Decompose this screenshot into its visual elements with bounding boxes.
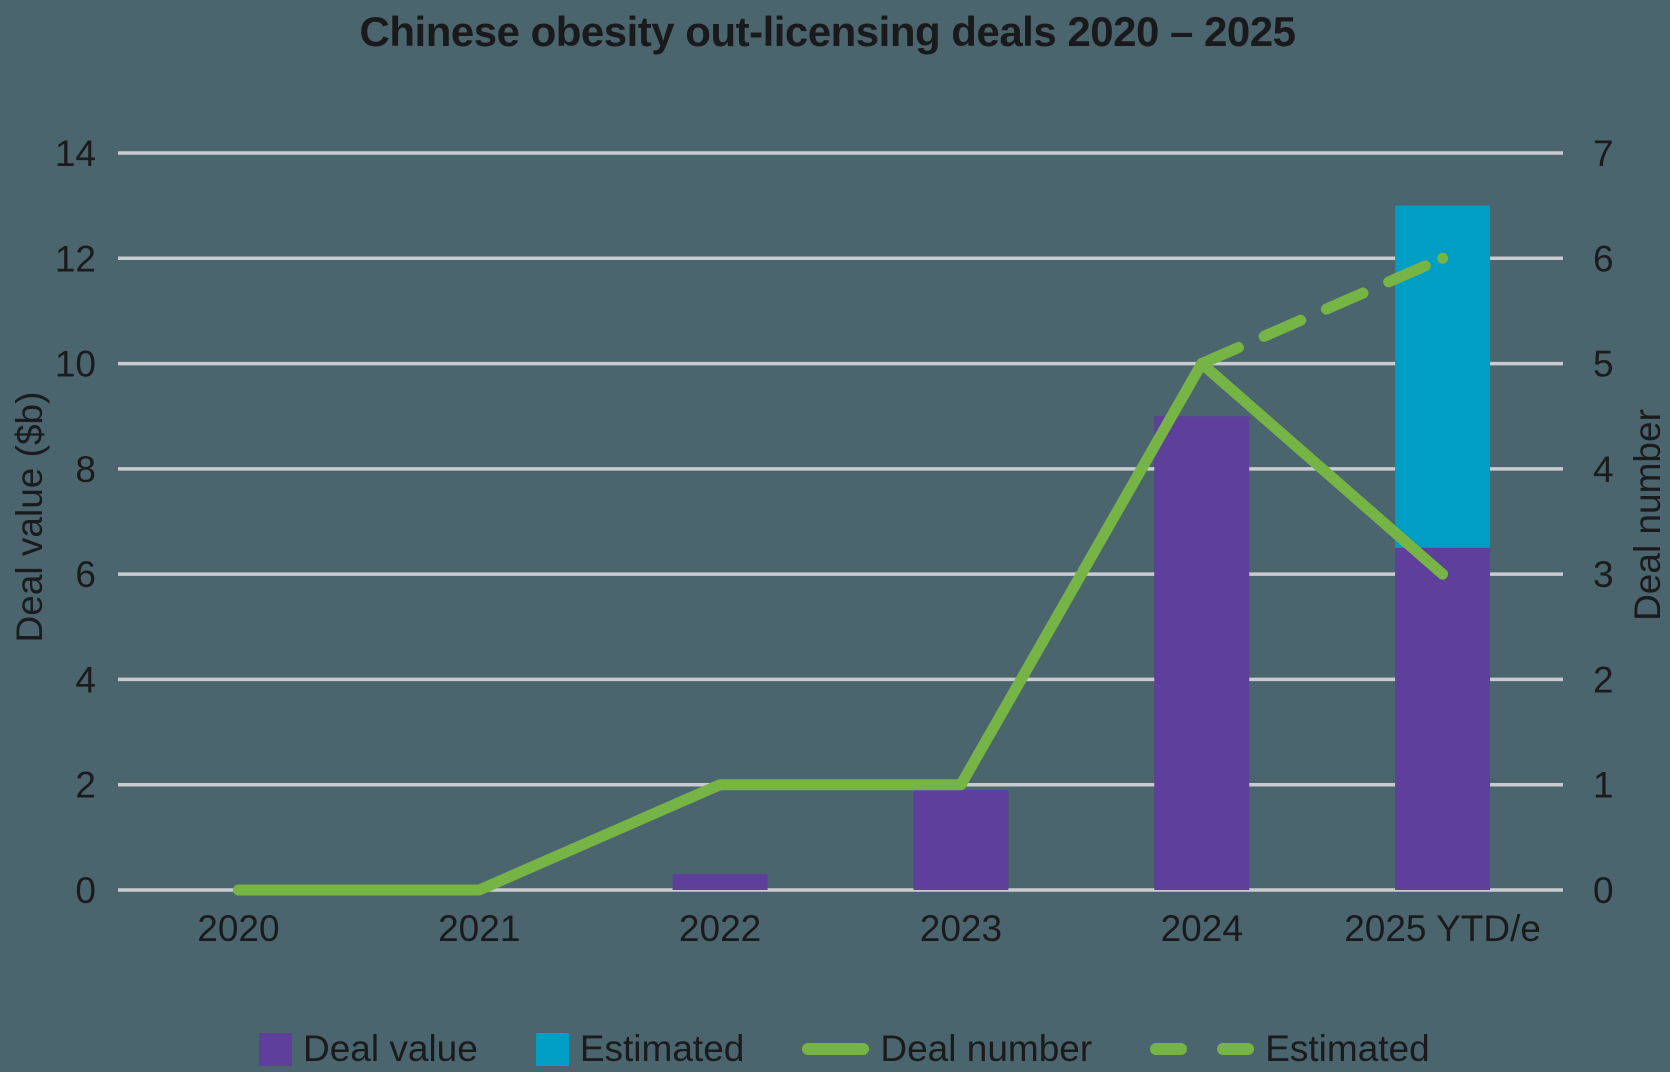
x-axis-label-1: 2020	[197, 908, 279, 949]
legend-item-estimated-number: Estimated	[1150, 1028, 1430, 1070]
legend-label: Estimated	[1265, 1028, 1430, 1069]
right-axis-tick: 2	[1593, 659, 1614, 700]
legend-label: Deal value	[303, 1028, 478, 1069]
bar-deal-value-2025 YTD/e	[1395, 547, 1491, 890]
right-axis-tick: 1	[1593, 765, 1614, 806]
estimated-value-swatch-icon	[535, 1032, 569, 1066]
bar-deal-value-2024	[1154, 416, 1250, 890]
deal-number-line-swatch-icon	[802, 1043, 870, 1055]
left-axis-tick: 6	[75, 554, 96, 595]
left-axis-tick: 2	[75, 765, 96, 806]
deal-value-swatch-icon	[259, 1032, 292, 1066]
deal-number-line	[232, 358, 1449, 896]
left-axis-tick: 8	[75, 449, 96, 490]
right-axis-tick: 0	[1593, 870, 1614, 911]
legend-label: Deal number	[880, 1028, 1093, 1069]
bar-deal-value-2023	[913, 789, 1009, 890]
right-axis-tick: 5	[1593, 344, 1614, 385]
legend-label: Estimated	[579, 1028, 745, 1069]
right-axis-tick: 3	[1593, 554, 1614, 595]
x-axis-label-6: 2025 YTD/e	[1344, 908, 1541, 949]
left-axis-tick: 14	[55, 133, 96, 174]
x-axis-label-3: 2022	[679, 908, 761, 949]
legend-item-deal-number: Deal number	[802, 1028, 1092, 1070]
left-axis-tick: 10	[55, 344, 96, 385]
x-axis-label-2: 2021	[438, 908, 520, 949]
dash-segment-icon	[1217, 1043, 1255, 1055]
x-axis-label-4: 2023	[920, 908, 1002, 949]
legend: Deal value Estimated Deal number Estimat…	[259, 1027, 1430, 1071]
legend-item-estimated-value: Estimated	[535, 1028, 745, 1070]
left-axis-tick: 12	[55, 238, 96, 279]
right-axis-tick: 4	[1593, 449, 1614, 490]
right-axis-title: Deal number	[1627, 409, 1668, 621]
left-axis-title: Deal value ($b)	[9, 391, 50, 643]
right-axis-tick: 6	[1593, 238, 1614, 279]
left-axis-tick: 4	[75, 659, 96, 700]
bar-deal-value-2022	[672, 874, 768, 890]
legend-item-deal-value: Deal value	[259, 1028, 478, 1070]
estimated-dashed-line-swatch-icon	[1150, 1043, 1255, 1055]
left-axis-tick: 0	[75, 870, 96, 911]
dash-segment-icon	[1150, 1043, 1188, 1055]
x-axis-label-5: 2024	[1161, 908, 1243, 949]
chart-title: Chinese obesity out-licensing deals 2020…	[359, 8, 1296, 55]
estimated-deal-number-line	[1196, 252, 1449, 370]
right-axis-tick: 7	[1593, 133, 1614, 174]
estimated-line-end-dot	[1437, 252, 1449, 264]
